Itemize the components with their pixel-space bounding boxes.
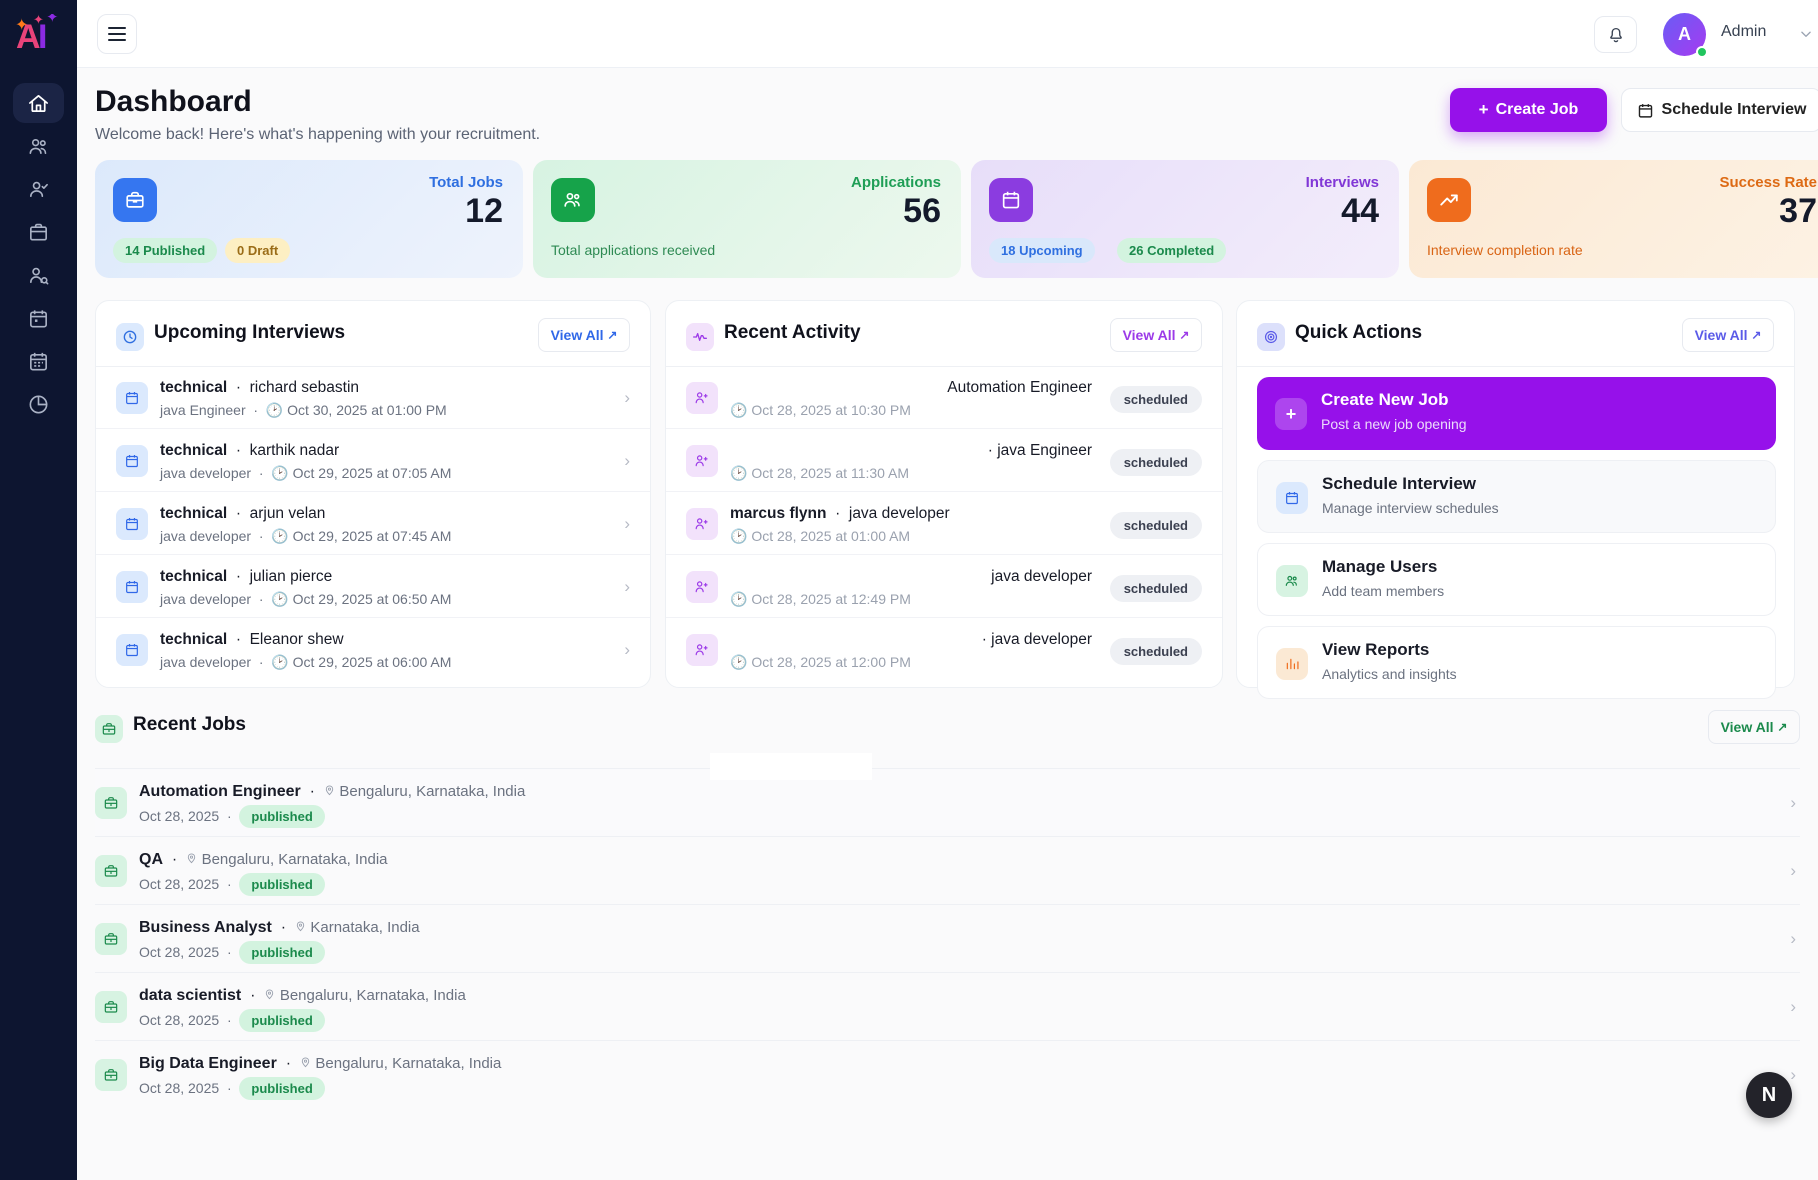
svg-text:✦: ✦ — [46, 14, 59, 26]
svg-text:✦: ✦ — [33, 14, 44, 27]
svg-text:✦: ✦ — [15, 17, 28, 34]
